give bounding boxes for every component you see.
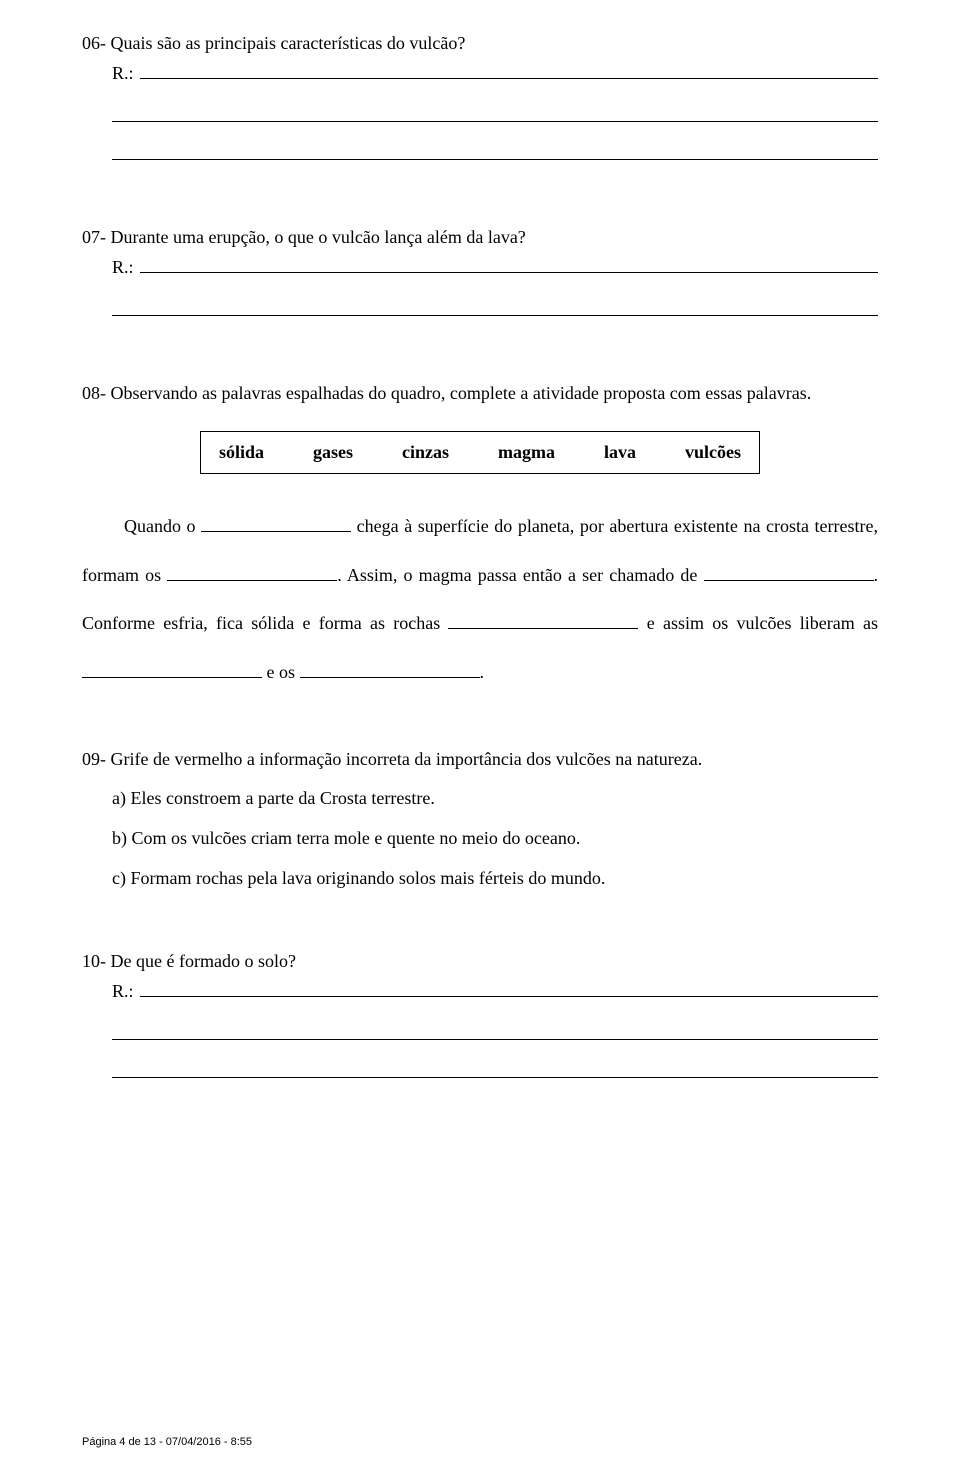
q09-alternatives: a) Eles constroem a parte da Crosta terr…	[82, 779, 878, 898]
question-06: 06- Quais são as principais característi…	[82, 30, 878, 160]
q10-r-label: R.:	[112, 981, 134, 1002]
alternative-c[interactable]: c) Formam rochas pela lava originando so…	[112, 859, 878, 899]
q09-prompt: 09- Grife de vermelho a informação incor…	[82, 746, 878, 773]
question-10: 10- De que é formado o solo? R.:	[82, 948, 878, 1078]
page-footer: Página 4 de 13 - 07/04/2016 - 8:55	[82, 1436, 252, 1448]
write-line[interactable]	[140, 982, 878, 997]
cloze-text: e os	[262, 662, 300, 682]
q06-prompt: 06- Quais são as principais característi…	[82, 30, 878, 57]
word-bank-row: sólida gases cinzas magma lava vulcões	[219, 442, 741, 463]
q07-r-label: R.:	[112, 257, 134, 278]
cloze-blank[interactable]	[704, 564, 874, 580]
write-line[interactable]	[112, 314, 878, 316]
cloze-text: Quando o	[124, 516, 201, 536]
answer-line: R.:	[112, 981, 878, 1002]
answer-line: R.:	[112, 63, 878, 84]
cloze-blank[interactable]	[167, 564, 337, 580]
cloze-paragraph: Quando o chega à superfície do planeta, …	[82, 502, 878, 696]
cloze-blank[interactable]	[82, 661, 262, 677]
word-bank-item: magma	[498, 442, 555, 463]
q10-answer-area: R.:	[82, 981, 878, 1078]
write-line[interactable]	[112, 120, 878, 122]
question-07: 07- Durante uma erupção, o que o vulcão …	[82, 224, 878, 316]
cloze-text: . Assim, o magma passa então a ser chama…	[337, 565, 703, 585]
write-line[interactable]	[140, 258, 878, 273]
question-09: 09- Grife de vermelho a informação incor…	[82, 746, 878, 898]
q07-answer-area: R.:	[82, 257, 878, 316]
word-bank-item: cinzas	[402, 442, 449, 463]
q08-prompt: 08- Observando as palavras espalhadas do…	[82, 380, 878, 407]
write-line[interactable]	[112, 1076, 878, 1078]
word-bank-item: gases	[313, 442, 353, 463]
question-08: 08- Observando as palavras espalhadas do…	[82, 380, 878, 696]
write-line[interactable]	[112, 158, 878, 160]
q06-answer-area: R.:	[82, 63, 878, 160]
word-bank-box: sólida gases cinzas magma lava vulcões	[200, 431, 760, 474]
q07-prompt: 07- Durante uma erupção, o que o vulcão …	[82, 224, 878, 251]
q10-prompt: 10- De que é formado o solo?	[82, 948, 878, 975]
word-bank-item: lava	[604, 442, 636, 463]
cloze-blank[interactable]	[300, 661, 480, 677]
word-bank-item: sólida	[219, 442, 264, 463]
worksheet-page: 06- Quais são as principais característi…	[0, 0, 960, 1472]
answer-line: R.:	[112, 257, 878, 278]
alternative-b[interactable]: b) Com os vulcões criam terra mole e que…	[112, 819, 878, 859]
cloze-text: .	[480, 662, 485, 682]
alternative-a[interactable]: a) Eles constroem a parte da Crosta terr…	[112, 779, 878, 819]
word-bank-item: vulcões	[685, 442, 741, 463]
write-line[interactable]	[112, 1038, 878, 1040]
q06-r-label: R.:	[112, 63, 134, 84]
cloze-blank[interactable]	[201, 516, 351, 532]
cloze-blank[interactable]	[448, 613, 638, 629]
write-line[interactable]	[140, 64, 878, 79]
cloze-text: e assim os vulcões liberam as	[638, 613, 878, 633]
